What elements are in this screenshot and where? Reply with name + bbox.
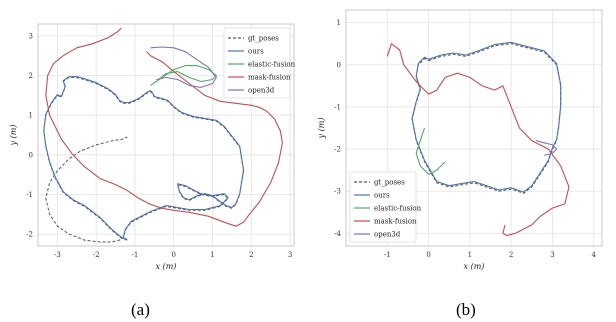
y-tick-label: 0 <box>337 61 341 69</box>
x-tick-label: 0 <box>172 251 176 259</box>
y-tick-label: 2 <box>29 72 33 80</box>
x-tick-label: -1 <box>132 251 139 259</box>
y-axis-label: y (m) <box>317 118 326 140</box>
y-tick-label: -1 <box>26 191 33 199</box>
y-tick-label: -3 <box>334 188 341 196</box>
x-tick-label: 3 <box>288 251 292 259</box>
series-line-open3d <box>535 140 558 156</box>
series-line-mask-fusion <box>45 27 283 227</box>
x-tick-label: 1 <box>210 251 214 259</box>
chart-a-svg: -3 -2 -1 0 1 2 3 -2 -1 0 1 2 3 x (m) y (m) gt_posesours… <box>9 23 296 271</box>
series-line-ours <box>411 41 562 193</box>
legend-label: mask-fusion <box>248 74 291 82</box>
legend-box <box>223 27 291 99</box>
y-tick-label: 1 <box>337 19 341 27</box>
x-tick-label: 1 <box>468 251 472 259</box>
legend-label: gt_poses <box>374 179 405 187</box>
series-line-ours <box>43 76 245 240</box>
legend-label: elastic-fusion <box>248 61 296 69</box>
y-tick-label: -4 <box>334 230 341 238</box>
x-tick-label: -1 <box>384 251 391 259</box>
x-tick-label: 0 <box>426 251 430 259</box>
legend-label: open3d <box>248 87 275 95</box>
x-tick-label: 2 <box>509 251 513 259</box>
caption-a: (a) <box>131 300 150 319</box>
x-tick-label: 2 <box>249 251 253 259</box>
series-line-open3d <box>150 46 217 88</box>
y-axis-label: y (m) <box>9 125 18 147</box>
legend-label: elastic-fusion <box>374 205 422 213</box>
x-tick-label: 4 <box>592 251 597 259</box>
caption-b: (b) <box>456 300 476 319</box>
legend-label: ours <box>374 192 390 200</box>
legend-label: gt_poses <box>248 35 279 43</box>
x-axis-label: x (m) <box>156 262 177 271</box>
legend-label: open3d <box>374 231 401 239</box>
x-tick-label: 3 <box>550 251 554 259</box>
legend-label: ours <box>248 48 264 56</box>
y-tick-label: -2 <box>26 231 33 239</box>
x-axis-label: x (m) <box>464 262 485 271</box>
plot-frame <box>37 23 295 247</box>
y-tick-label: 3 <box>29 32 33 40</box>
legend-label: mask-fusion <box>374 218 417 226</box>
x-tick-label: -3 <box>54 251 61 259</box>
y-tick-label: 0 <box>29 151 33 159</box>
series-line-mask-fusion <box>386 43 570 237</box>
series-line-elastic-fusion <box>150 65 217 86</box>
y-tick-label: -2 <box>334 146 341 154</box>
legend-box <box>349 171 417 243</box>
plot-frame <box>345 9 603 247</box>
series-line-gt_poses <box>43 77 245 243</box>
series-line-elastic-fusion <box>415 127 446 175</box>
x-tick-label: -2 <box>93 251 100 259</box>
y-tick-label: 1 <box>29 112 33 120</box>
y-tick-label: -1 <box>334 103 341 111</box>
